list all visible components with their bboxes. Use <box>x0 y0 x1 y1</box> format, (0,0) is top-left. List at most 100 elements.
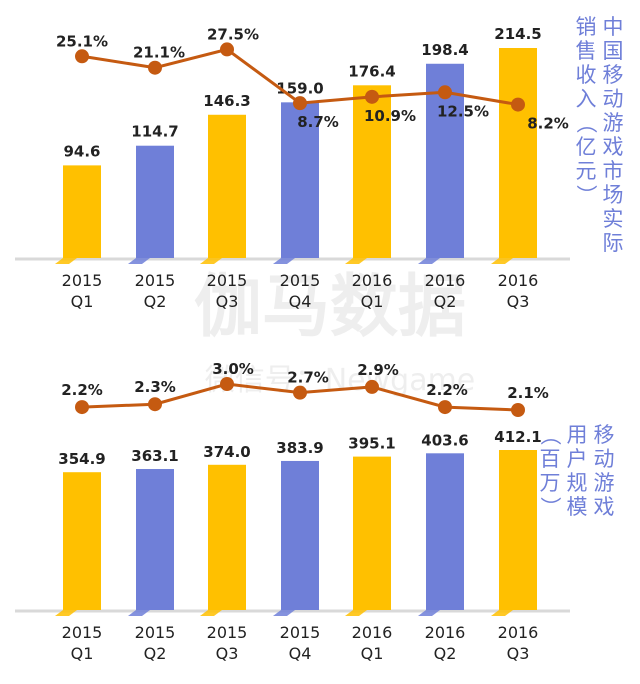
bar-value-label: 374.0 <box>203 443 250 461</box>
x-tick-year: 2015 <box>135 271 176 290</box>
x-tick-quarter: Q1 <box>71 292 94 311</box>
bar <box>426 453 464 610</box>
growth-point <box>511 97 525 112</box>
watermark-text: 伽马数据 <box>194 268 466 347</box>
bar <box>353 456 391 610</box>
growth-label: 25.1% <box>56 32 108 50</box>
bar-base <box>55 610 77 616</box>
growth-point <box>220 42 234 57</box>
x-tick-quarter: Q3 <box>216 292 239 311</box>
y-axis-title-char: 百 <box>540 447 561 471</box>
bar <box>499 48 537 258</box>
y-axis-title-char: 场 <box>603 183 624 207</box>
x-tick-quarter: Q1 <box>71 644 94 663</box>
bar-value-label: 363.1 <box>131 447 178 465</box>
x-tick-quarter: Q1 <box>361 644 384 663</box>
bar <box>281 102 319 258</box>
y-axis-title-char: 动 <box>594 447 615 471</box>
bar <box>63 472 101 610</box>
bar-base <box>491 610 513 616</box>
bar-base <box>418 258 440 264</box>
bar-value-label: 94.6 <box>63 142 100 160</box>
y-axis-title-char: 售 <box>576 39 597 63</box>
growth-label: 21.1% <box>133 44 185 62</box>
growth-point <box>365 379 379 394</box>
bar-base <box>345 610 367 616</box>
bar-base <box>418 610 440 616</box>
x-tick-year: 2015 <box>207 623 248 642</box>
growth-point <box>293 385 307 400</box>
x-tick-year: 2015 <box>62 271 103 290</box>
growth-label: 2.9% <box>357 361 399 379</box>
x-tick-year: 2015 <box>62 623 103 642</box>
x-tick-year: 2015 <box>135 623 176 642</box>
y-axis-title-char: 户 <box>567 447 588 471</box>
growth-label: 2.7% <box>287 369 329 387</box>
growth-point <box>75 400 89 415</box>
y-axis-title-char: 收 <box>576 63 597 87</box>
bar-base <box>345 258 367 264</box>
growth-label: 8.7% <box>297 113 339 131</box>
x-tick-year: 2015 <box>207 271 248 290</box>
watermark: 伽马数据 微信号：Newgame <box>194 268 475 398</box>
bar-value-label: 412.1 <box>494 428 541 446</box>
growth-label: 2.2% <box>426 381 468 399</box>
bar-base <box>128 610 150 616</box>
y-axis-title-char: ） <box>538 497 562 518</box>
x-tick-quarter: Q4 <box>289 644 312 663</box>
growth-label: 12.5% <box>437 102 489 120</box>
y-axis-title-char: 际 <box>603 231 624 255</box>
y-axis-title-char: 移 <box>594 423 615 447</box>
y-axis-title-char: 游 <box>603 111 624 135</box>
growth-point <box>148 60 162 75</box>
y-axis-title-char: ） <box>574 185 598 206</box>
y-axis-title-char: 亿 <box>576 135 597 159</box>
y-axis-title-char: 规 <box>567 471 588 495</box>
growth-point <box>438 400 452 415</box>
bar <box>208 114 246 259</box>
y-axis-title-char: 元 <box>576 159 597 183</box>
y-axis-title-char: 中 <box>603 15 624 39</box>
bar-base <box>273 258 295 264</box>
x-tick-quarter: Q2 <box>144 292 167 311</box>
users-chart: 354.9 2015 Q1 363.1 2015 Q2 374.0 2015 Q3 383.9 20… <box>15 360 615 663</box>
y-axis-title-char: 游 <box>594 471 615 495</box>
bar <box>353 85 391 259</box>
y-axis-title-char: 入 <box>576 87 597 111</box>
y-axis-title-char: 实 <box>603 207 624 231</box>
growth-point <box>511 403 525 417</box>
y-axis-title-char: 国 <box>603 39 624 63</box>
bar <box>136 469 174 610</box>
bar-base <box>273 610 295 616</box>
y-axis-title-char: 动 <box>603 87 624 111</box>
growth-point <box>148 397 162 412</box>
growth-label: 2.3% <box>134 378 176 396</box>
y-axis-title-char: 移 <box>603 63 624 87</box>
x-tick-quarter: Q2 <box>434 644 457 663</box>
growth-point <box>438 85 452 100</box>
y-axis-title-char: 销 <box>576 15 597 39</box>
x-tick-quarter: Q2 <box>144 644 167 663</box>
x-tick-quarter: Q3 <box>216 644 239 663</box>
watermark-subtext: 微信号：Newgame <box>205 363 476 398</box>
x-tick-year: 2016 <box>352 271 393 290</box>
x-tick-year: 2016 <box>498 623 539 642</box>
bar-base <box>55 258 77 264</box>
y-axis-title-char: （ <box>538 425 562 446</box>
bar-value-label: 146.3 <box>203 92 250 110</box>
growth-label: 10.9% <box>364 107 416 125</box>
bar-value-label: 214.5 <box>494 25 541 43</box>
growth-label: 2.2% <box>61 381 103 399</box>
growth-label: 2.1% <box>507 384 549 402</box>
bar-value-label: 403.6 <box>421 431 468 449</box>
y-axis-title-char: （ <box>574 113 598 134</box>
x-tick-year: 2016 <box>352 623 393 642</box>
y-axis-title-char: 用 <box>567 423 588 447</box>
bar-value-label: 114.7 <box>131 123 178 141</box>
x-tick-quarter: Q2 <box>434 292 457 311</box>
bar-base <box>200 610 222 616</box>
revenue-chart: 94.6 2015 Q1 114.7 2015 Q2 146.3 2015 Q3 159.0 201… <box>15 15 624 311</box>
bar-base <box>200 258 222 264</box>
